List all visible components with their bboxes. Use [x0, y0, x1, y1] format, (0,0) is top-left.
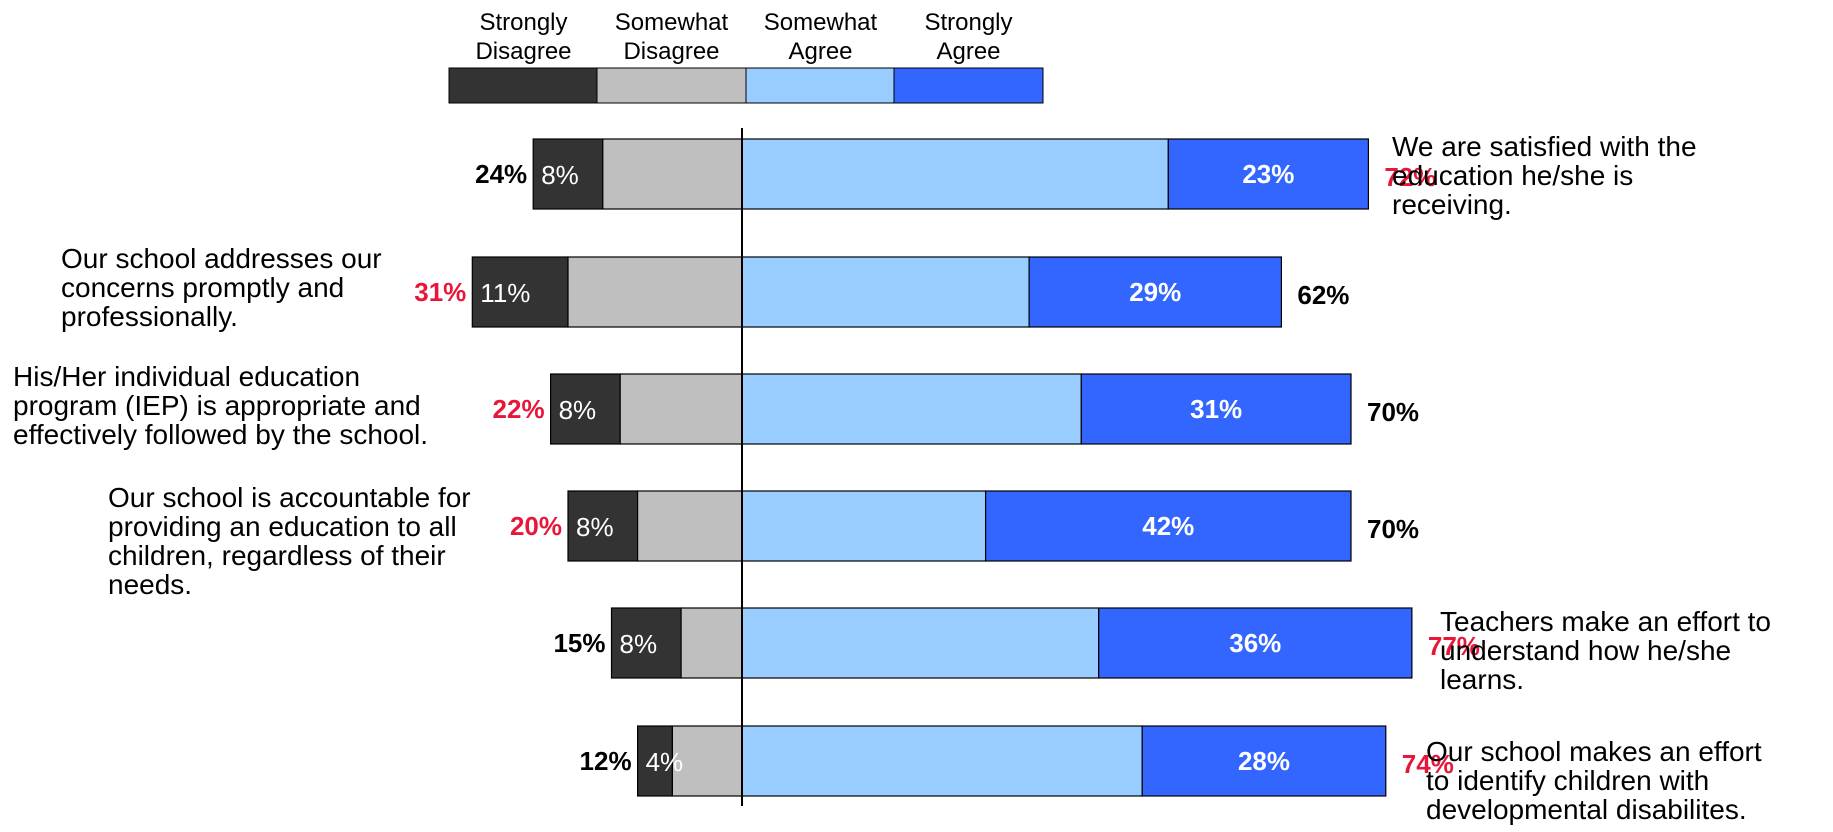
statement-label: We are satisfied with the education he/s…: [1392, 131, 1697, 220]
strongly-agree-bar: [1098, 607, 1413, 679]
legend-label: Strongly Disagree: [475, 9, 571, 65]
legend-swatch-somewhat-disagree: [596, 67, 747, 104]
strongly-agree-bar: [1028, 256, 1282, 328]
strongly-disagree-value-label: 8%: [576, 512, 614, 542]
somewhat-disagree-bar: [567, 256, 743, 328]
somewhat-agree-bar: [741, 490, 987, 562]
legend-swatch-strongly-agree: [893, 67, 1044, 104]
strongly-agree-bar: [984, 490, 1352, 562]
bar-row: 8% 36% 15% 77%: [553, 607, 1480, 679]
agree-total-label: 62%: [1297, 280, 1349, 310]
strongly-agree-bar: [1141, 725, 1387, 797]
disagree-total-label: 22%: [493, 394, 545, 424]
bar-row: 4% 28% 12% 74%: [580, 725, 1454, 797]
disagree-total-label: 15%: [553, 628, 605, 658]
strongly-agree-value-label: 42%: [1142, 511, 1194, 541]
somewhat-agree-bar: [741, 373, 1082, 445]
strongly-agree-value-label: 29%: [1129, 277, 1181, 307]
strongly-agree-value-label: 28%: [1238, 746, 1290, 776]
agree-total-label: 70%: [1367, 514, 1419, 544]
agree-total-label: 74%: [1402, 749, 1454, 779]
disagree-total-label: 31%: [414, 277, 466, 307]
somewhat-agree-bar: [741, 256, 1030, 328]
somewhat-disagree-bar: [619, 373, 743, 445]
somewhat-disagree-bar: [680, 607, 743, 679]
legend-label: Somewhat Agree: [764, 9, 878, 65]
strongly-disagree-value-label: 8%: [620, 629, 658, 659]
statement-label: Our school makes an effort to identify c…: [1426, 736, 1762, 825]
strongly-disagree-value-label: 8%: [541, 160, 579, 190]
bar-row: 8% 42% 20% 70%: [510, 490, 1419, 562]
strongly-disagree-bar: [471, 256, 569, 328]
strongly-disagree-bar: [610, 607, 682, 679]
strongly-disagree-bar: [636, 725, 673, 797]
agree-total-label: 70%: [1367, 397, 1419, 427]
strongly-agree-value-label: 36%: [1229, 628, 1281, 658]
legend-swatch-strongly-disagree: [448, 67, 599, 104]
bar-row: 8% 23% 24% 72%: [475, 138, 1436, 210]
legend: Strongly Disagree Somewhat Disagree Somewhat…: [448, 9, 1044, 104]
strongly-agree-value-label: 31%: [1190, 394, 1242, 424]
somewhat-disagree-bar: [602, 138, 743, 210]
strongly-agree-value-label: 23%: [1242, 159, 1294, 189]
statement-label: His/Her individual education program (IE…: [13, 361, 429, 450]
statement-label: Teachers make an effort to understand ho…: [1440, 606, 1771, 695]
legend-label: Strongly Agree: [924, 9, 1012, 65]
somewhat-disagree-bar: [636, 490, 743, 562]
strongly-disagree-bar: [549, 373, 621, 445]
strongly-agree-bar: [1167, 138, 1370, 210]
disagree-total-label: 24%: [475, 159, 527, 189]
bar-row: 8% 31% 22% 70%: [493, 373, 1419, 445]
strongly-agree-bar: [1080, 373, 1352, 445]
disagree-total-label: 12%: [580, 746, 632, 776]
somewhat-agree-bar: [741, 138, 1169, 210]
bar-row: 11% 29% 31% 62%: [414, 256, 1349, 328]
statement-label: Our school is accountable for providing …: [108, 482, 471, 600]
statement-label: Our school addresses our concerns prompt…: [61, 243, 382, 332]
agree-total-label: 72%: [1384, 162, 1436, 192]
agree-total-label: 77%: [1428, 631, 1480, 661]
legend-label: Somewhat Disagree: [615, 9, 729, 65]
legend-swatch-somewhat-agree: [745, 67, 896, 104]
strongly-disagree-value-label: 8%: [559, 395, 597, 425]
somewhat-agree-bar: [741, 725, 1143, 797]
disagree-total-label: 20%: [510, 511, 562, 541]
strongly-disagree-value-label: 11%: [480, 278, 530, 308]
bars: 8% 23% 24% 72% 11% 29% 31% 62% 8% 31% 22% 70% 8% 42% 2…: [414, 138, 1480, 797]
strongly-disagree-bar: [567, 490, 639, 562]
somewhat-agree-bar: [741, 607, 1100, 679]
strongly-disagree-value-label: 4%: [646, 747, 684, 777]
